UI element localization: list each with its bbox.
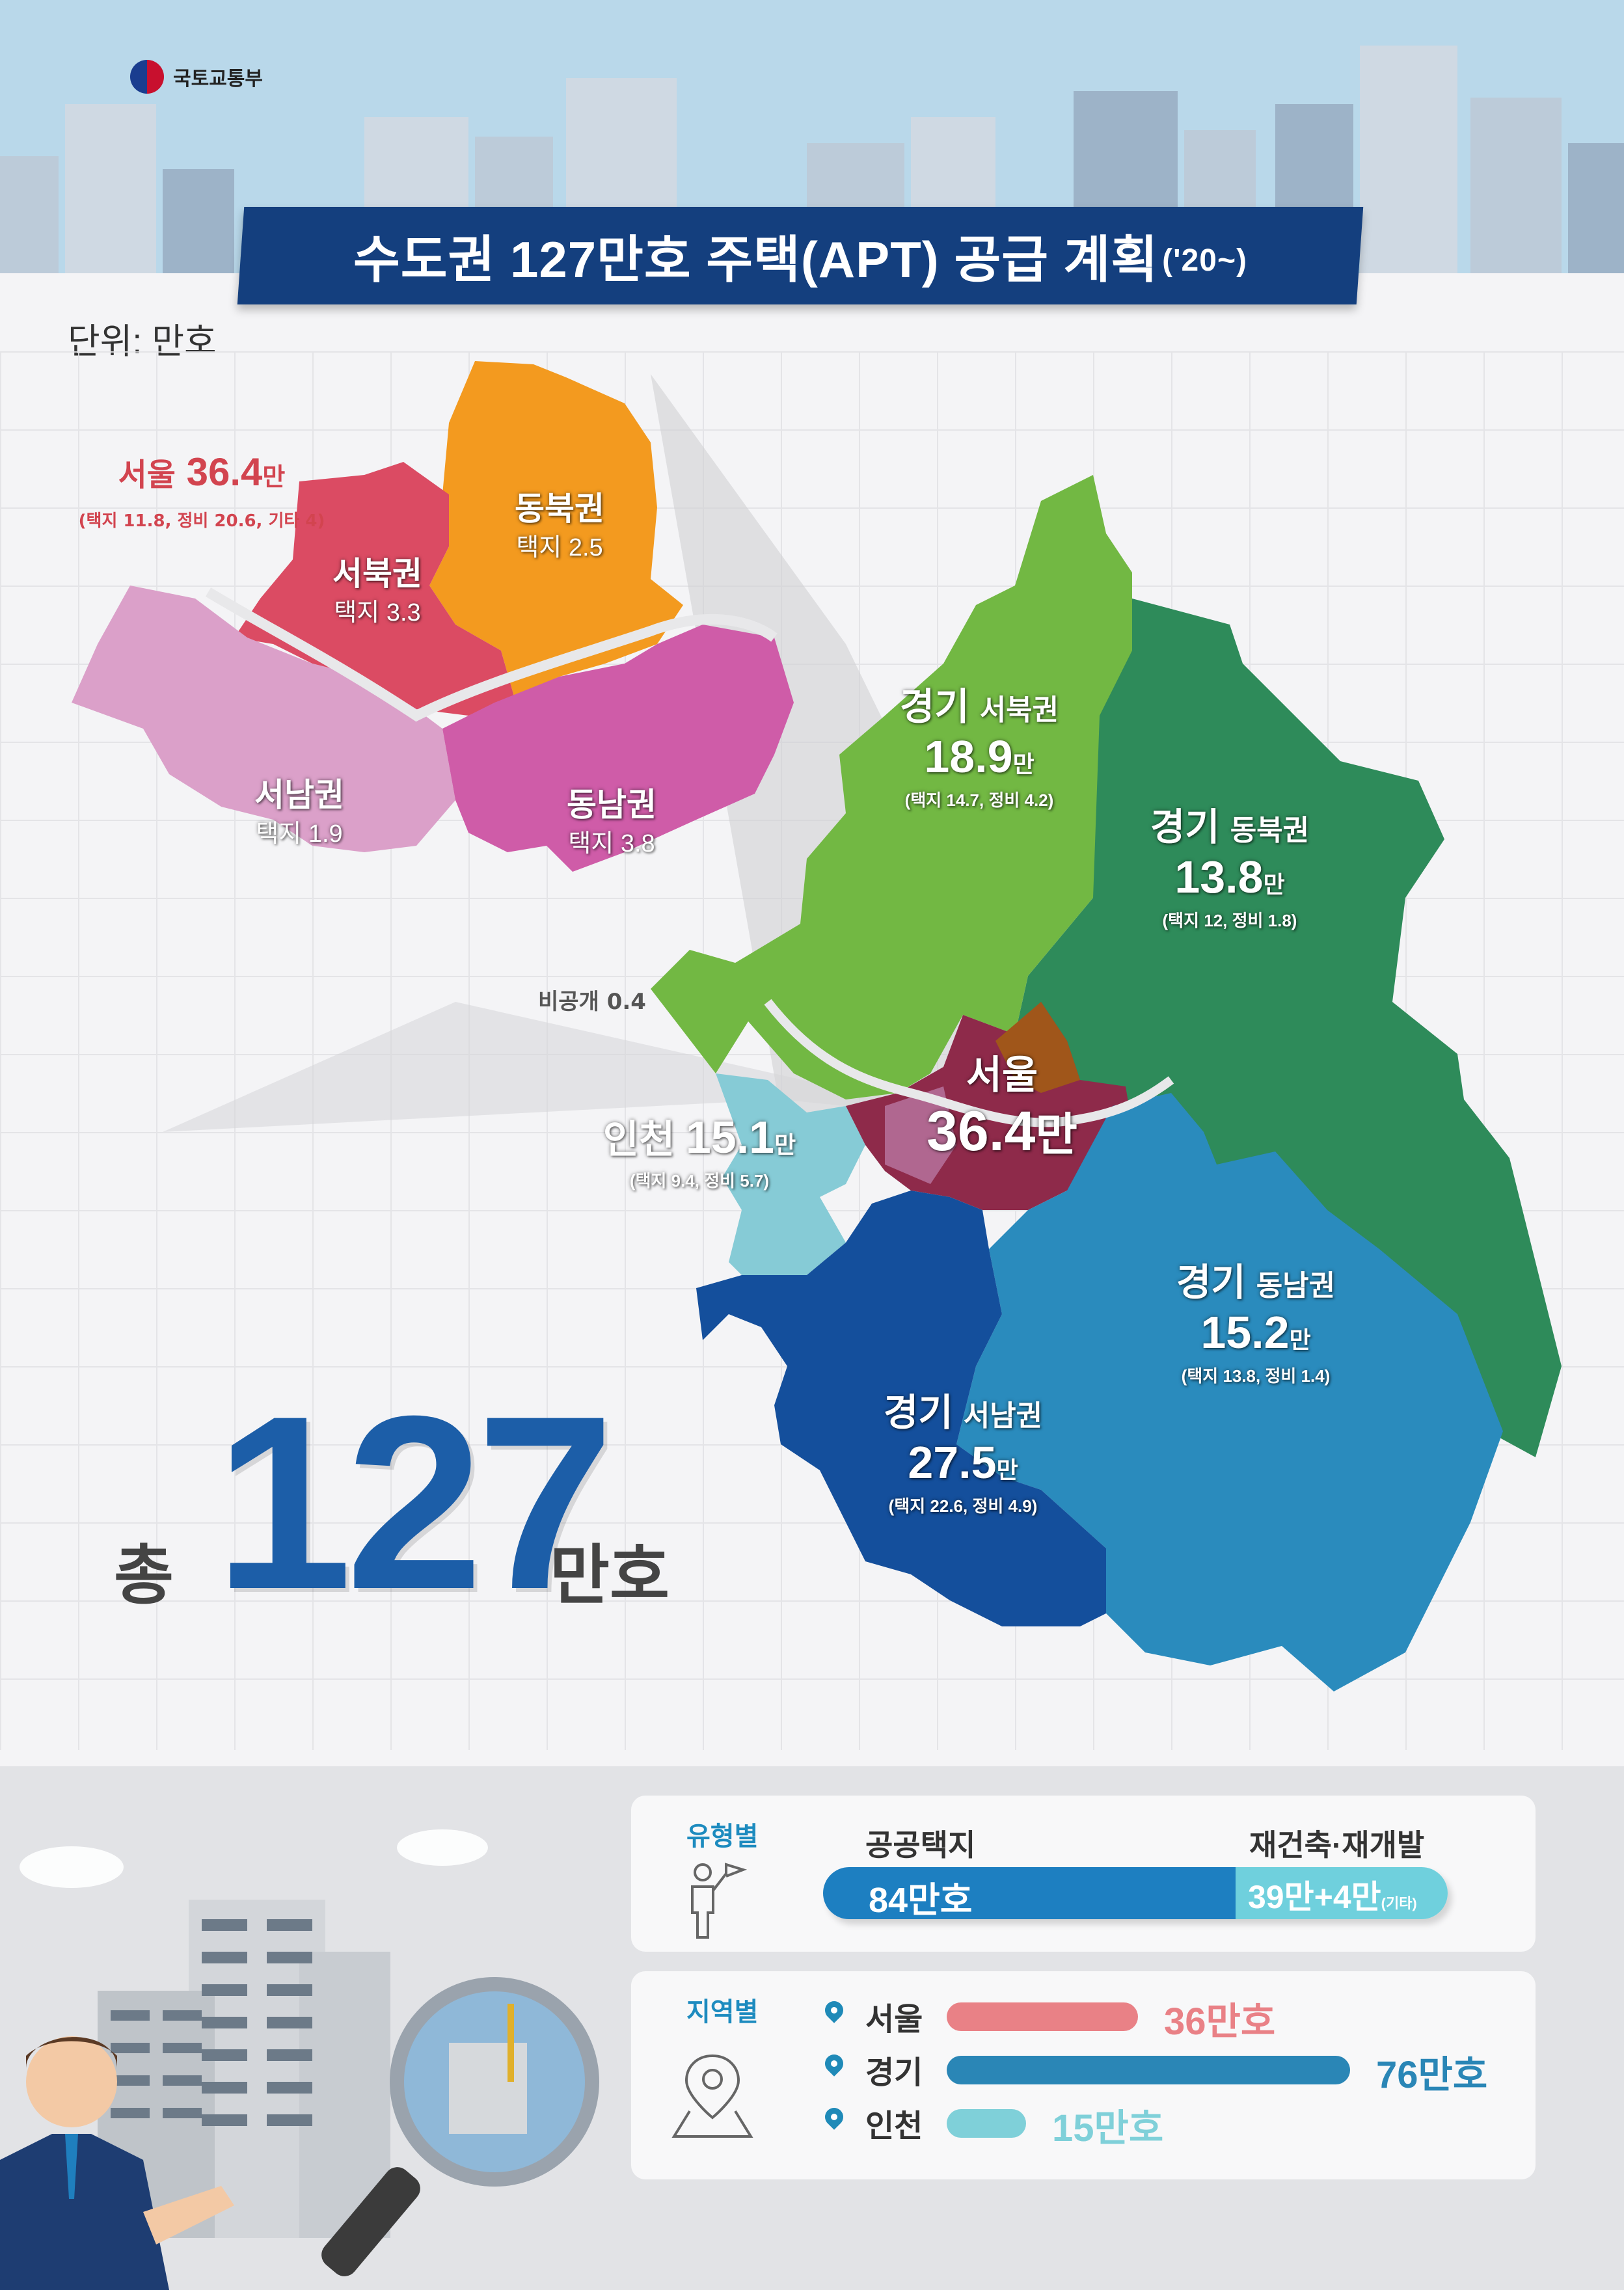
inset-label-southeast: 동남권 택지 3.8 xyxy=(534,787,690,858)
nondisclosed-label: 비공개 0.4 xyxy=(538,989,646,1015)
gyeonggi-nw-detail: (택지 14.7, 정비 4.2) xyxy=(904,790,1054,810)
title-sub: ('20~) xyxy=(1162,243,1247,278)
inset-northeast-value: 택지 2.5 xyxy=(516,534,603,561)
metro-map xyxy=(72,361,1562,1691)
seoul-inset-southeast xyxy=(442,625,794,872)
region-row-label-incheon: 인천 xyxy=(865,2109,923,2144)
seoul-value: 36.4 xyxy=(927,1100,1036,1163)
label-gyeonggi-sw: 경기 서남권 27.5만 (택지 22.6, 정비 4.9) xyxy=(846,1392,1080,1515)
total-prefix: 총 xyxy=(114,1539,174,1612)
seoul-total-suffix: 만 xyxy=(262,464,286,491)
gyeonggi-nw-unit: 만 xyxy=(1012,750,1035,777)
person-head xyxy=(26,2036,117,2127)
inset-northeast-name: 동북권 xyxy=(515,491,604,527)
seoul-ne-district xyxy=(995,1002,1080,1093)
gyeonggi-ne-name: 경기 xyxy=(1150,806,1220,848)
incheon-name: 인천 xyxy=(602,1118,675,1161)
magnifier-handle xyxy=(321,2167,420,2276)
region-value-seoul: 36만호 xyxy=(1164,2000,1276,2043)
gyeonggi-sw-value: 27.5 xyxy=(908,1436,997,1488)
seoul-inset-total: 서울 36.4만 xyxy=(65,449,338,494)
rebuild-value-wrap: 39만+4만(기타) xyxy=(1248,1871,1417,1918)
seoul-inset-northeast xyxy=(429,361,683,696)
seoul-unit: 만 xyxy=(1035,1109,1077,1160)
inset-label-northwest: 서북권 택지 3.3 xyxy=(299,556,455,627)
by-type-bar xyxy=(823,1867,1448,1919)
gyeonggi-sw-unit: 만 xyxy=(996,1456,1018,1483)
label-rebuild: 재건축·재개발 xyxy=(1249,1828,1425,1862)
region-incheon xyxy=(716,1073,865,1295)
inset-southwest-value: 택지 1.9 xyxy=(256,820,343,848)
by-type-title: 유형별 xyxy=(686,1822,759,1851)
gyeonggi-nw-value: 18.9 xyxy=(924,731,1013,782)
public-value: 84만호 xyxy=(869,1881,973,1920)
river xyxy=(764,999,1174,1127)
gyeonggi-sw-sub: 서남권 xyxy=(963,1400,1043,1432)
label-seoul: 서울 36.4만 xyxy=(904,1054,1100,1163)
gyeonggi-ne-unit: 만 xyxy=(1263,870,1285,898)
seoul-sw-district xyxy=(885,1086,956,1184)
gyeonggi-se-detail: (택지 13.8, 정비 1.4) xyxy=(1181,1366,1331,1386)
gyeonggi-se-value: 15.2 xyxy=(1200,1306,1290,1358)
by-region-title: 지역별 xyxy=(686,1998,759,2027)
person-suit xyxy=(0,2134,169,2290)
illustration xyxy=(0,1829,599,2290)
ministry-logo: 국토교통부 xyxy=(130,60,263,94)
region-bar-gyeonggi xyxy=(947,2056,1350,2084)
inset-label-southwest: 서남권 택지 1.9 xyxy=(221,777,377,848)
region-bar-seoul xyxy=(947,2002,1138,2031)
label-incheon: 인천 15.1만 (택지 9.4, 정비 5.7) xyxy=(579,1112,820,1191)
logo-text: 국토교통부 xyxy=(173,68,263,90)
incheon-unit: 만 xyxy=(774,1131,796,1158)
region-row-label-seoul: 서울 xyxy=(865,2002,923,2037)
gyeonggi-ne-value: 13.8 xyxy=(1174,851,1264,902)
label-gyeonggi-ne: 경기 동북권 13.8만 (택지 12, 정비 1.8) xyxy=(1119,807,1340,930)
inset-southwest-name: 서남권 xyxy=(254,777,344,813)
taegeuk-icon xyxy=(130,60,164,94)
region-row-label-gyeonggi: 경기 xyxy=(865,2056,923,2090)
inset-northwest-name: 서북권 xyxy=(332,556,422,592)
seoul-total-prefix: 서울 xyxy=(118,458,176,492)
region-gyeonggi-se xyxy=(956,1093,1503,1691)
gyeonggi-se-unit: 만 xyxy=(1289,1326,1311,1353)
region-gyeonggi-nw xyxy=(651,475,1132,1099)
inset-northwest-value: 택지 3.3 xyxy=(334,599,421,626)
seoul-inset-southwest xyxy=(72,586,455,852)
region-value-gyeonggi: 76만호 xyxy=(1376,2054,1488,2096)
by-type-bar-rebuild xyxy=(1236,1867,1448,1919)
gyeonggi-nw-name: 경기 xyxy=(899,686,969,728)
label-gyeonggi-se: 경기 동남권 15.2만 (택지 13.8, 정비 1.4) xyxy=(1139,1262,1373,1385)
gyeonggi-sw-name: 경기 xyxy=(883,1392,953,1434)
han-river xyxy=(205,587,778,722)
gyeonggi-se-name: 경기 xyxy=(1176,1261,1246,1304)
rebuild-note: (기타) xyxy=(1381,1895,1417,1911)
title-main: 수도권 127만호 주택(APT) 공급 계획 xyxy=(353,231,1159,288)
region-gyeonggi-ne xyxy=(1015,599,1562,1457)
inset-southeast-value: 택지 3.8 xyxy=(568,830,655,857)
gyeonggi-nw-sub: 서북권 xyxy=(979,694,1059,726)
gyeonggi-sw-detail: (택지 22.6, 정비 4.9) xyxy=(888,1496,1038,1516)
gyeonggi-ne-sub: 동북권 xyxy=(1230,815,1310,846)
region-bar-incheon xyxy=(947,2109,1026,2138)
inset-southeast-name: 동남권 xyxy=(567,787,656,823)
seoul-total-value: 36.4 xyxy=(186,450,263,494)
seoul-inset-detail: (택지 11.8, 정비 20.6, 기타 4) xyxy=(78,511,325,531)
label-gyeonggi-nw: 경기 서북권 18.9만 (택지 14.7, 정비 4.2) xyxy=(872,686,1087,809)
incheon-detail: (택지 9.4, 정비 5.7) xyxy=(629,1171,770,1191)
rebuild-value: 39만+4만 xyxy=(1248,1879,1381,1915)
gyeonggi-ne-detail: (택지 12, 정비 1.8) xyxy=(1162,910,1297,930)
by-type-bar-public xyxy=(823,1867,1236,1919)
location-map-icon xyxy=(671,2054,753,2138)
person-flag-icon xyxy=(691,1863,748,1939)
label-public-land: 공공택지 xyxy=(865,1828,976,1862)
page-title: 수도권 127만호 주택(APT) 공급 계획 ('20~) xyxy=(241,207,1360,304)
total-value: 127 xyxy=(215,1364,614,1641)
region-gyeonggi-sw xyxy=(696,1191,1106,1626)
incheon-value: 15.1 xyxy=(685,1112,775,1163)
gyeonggi-se-sub: 동남권 xyxy=(1256,1270,1336,1302)
total-suffix: 만호 xyxy=(550,1539,670,1612)
inset-label-northeast: 동북권 택지 2.5 xyxy=(481,491,638,562)
region-value-incheon: 15만호 xyxy=(1052,2107,1164,2149)
seoul-name: 서울 xyxy=(966,1053,1038,1097)
